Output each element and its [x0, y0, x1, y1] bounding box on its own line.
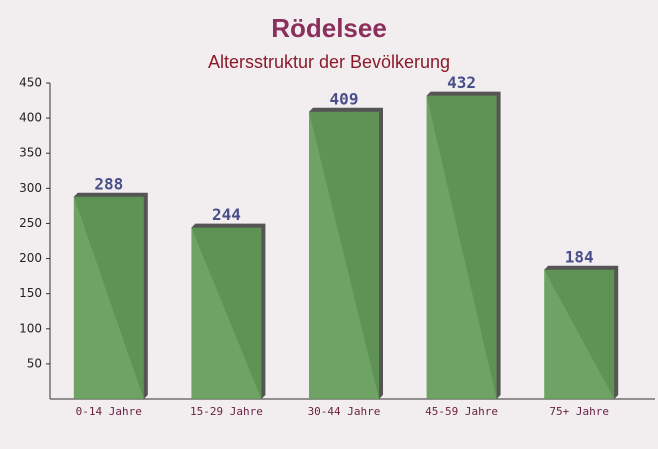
bar	[309, 111, 379, 400]
y-tick-label: 250	[19, 216, 42, 230]
y-tick-label: 300	[19, 181, 42, 195]
x-tick-label: 15-29 Jahre	[190, 405, 263, 418]
y-tick-label: 200	[19, 251, 42, 265]
y-tick-label: 350	[19, 146, 42, 160]
value-label: 288	[94, 174, 123, 193]
x-tick-label: 45-59 Jahre	[425, 405, 498, 418]
bar	[191, 227, 262, 399]
value-label: 409	[330, 89, 359, 108]
x-tick-label: 0-14 Jahre	[76, 405, 142, 418]
bar	[73, 196, 144, 399]
y-tick-label: 100	[19, 321, 42, 335]
y-tick-label: 450	[19, 76, 42, 90]
x-tick-label: 75+ Jahre	[549, 405, 609, 418]
bar	[544, 269, 615, 399]
value-label: 432	[447, 73, 476, 92]
x-tick-label: 30-44 Jahre	[308, 405, 381, 418]
y-tick-label: 400	[19, 111, 42, 125]
y-tick-label: 150	[19, 286, 42, 300]
chart-subtitle: Altersstruktur der Bevölkerung	[208, 52, 450, 72]
chart-title: Rödelsee	[271, 13, 387, 43]
bar	[426, 95, 497, 399]
y-tick-label: 50	[27, 356, 42, 370]
value-label: 184	[565, 247, 594, 266]
value-label: 244	[212, 205, 241, 224]
